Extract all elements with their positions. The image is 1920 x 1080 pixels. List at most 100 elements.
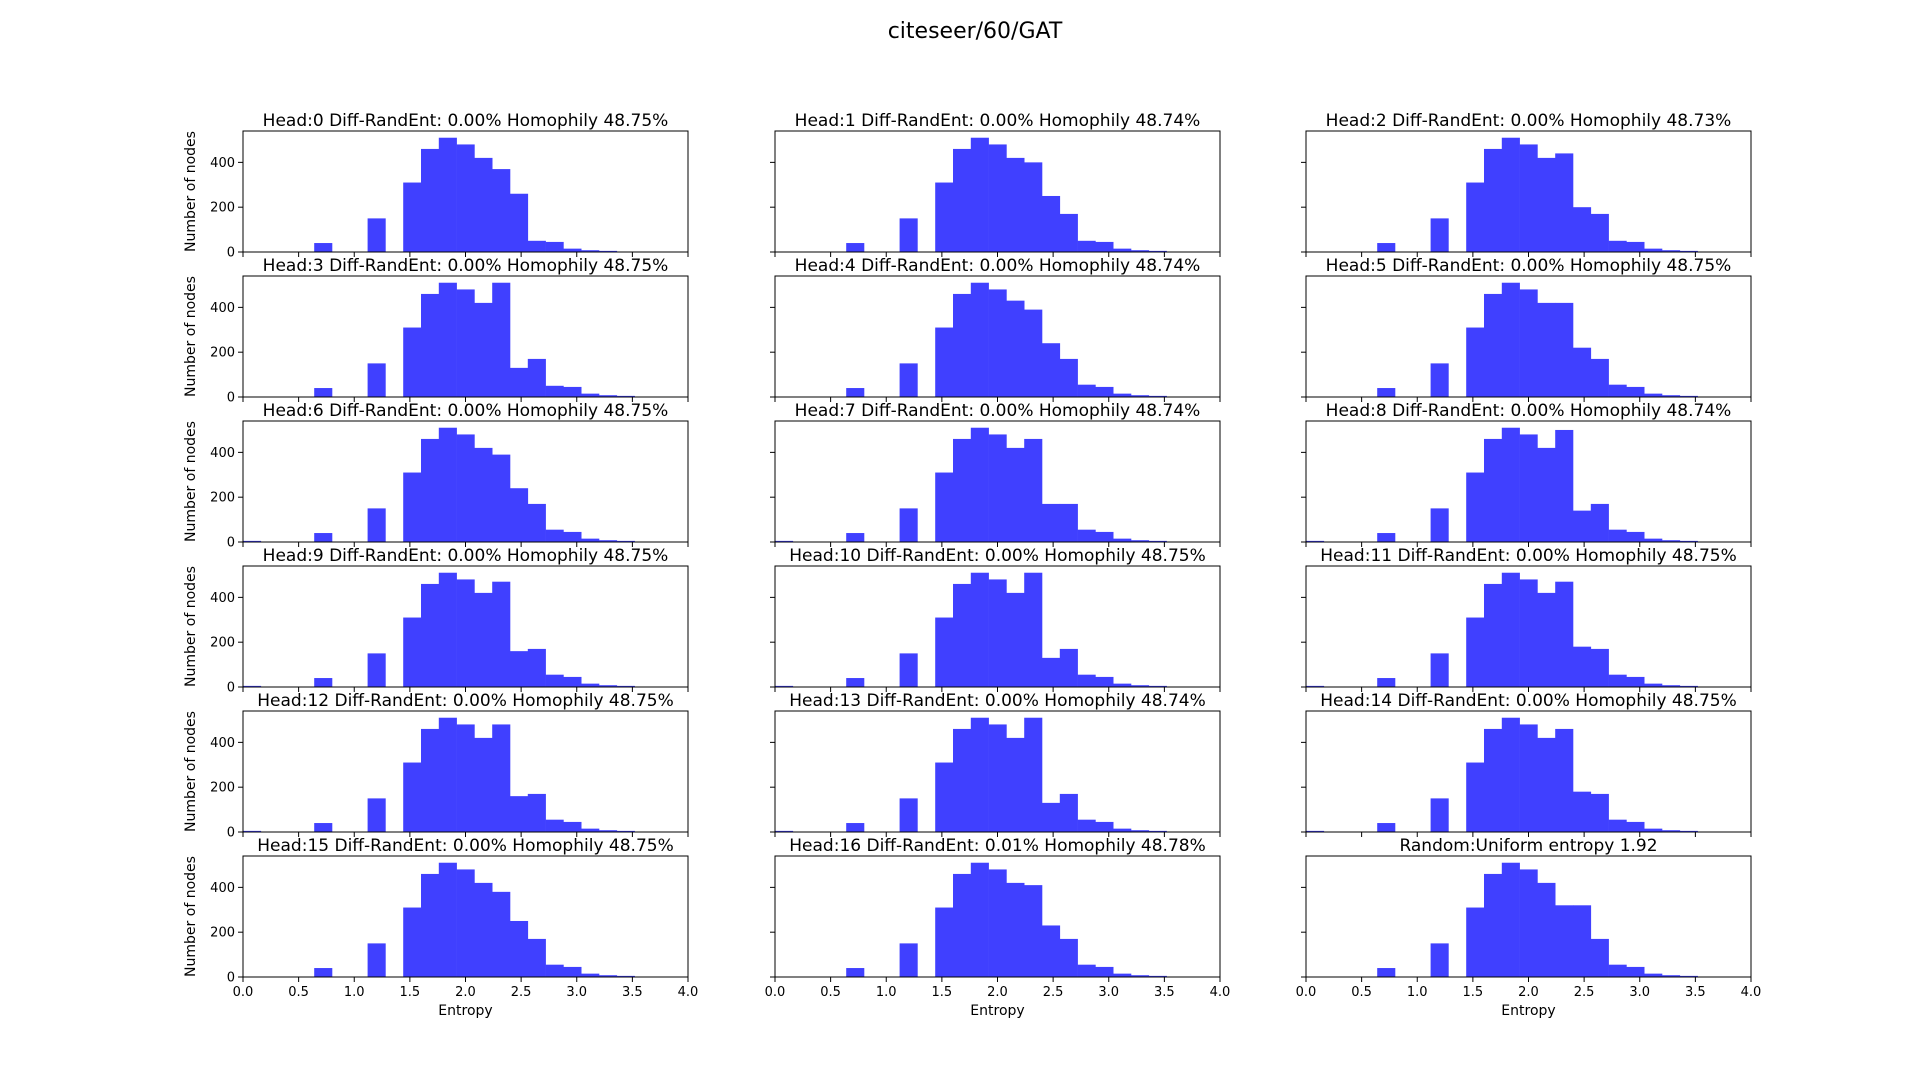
histogram-bar xyxy=(1644,828,1663,832)
histogram-bar xyxy=(492,282,511,397)
histogram-bar xyxy=(1519,869,1538,977)
histogram-bar xyxy=(599,250,618,252)
histogram-bar xyxy=(1537,882,1556,977)
histogram-bar xyxy=(1306,540,1325,542)
histogram-bar xyxy=(1430,798,1449,832)
histogram-bar xyxy=(1537,737,1556,832)
histogram-bar xyxy=(1024,572,1043,687)
histogram-bar xyxy=(846,678,865,687)
panel-title: Head:1 Diff-RandEnt: 0.00% Homophily 48.… xyxy=(795,111,1201,131)
histogram-bar xyxy=(953,873,972,977)
histogram-bar xyxy=(1608,819,1627,832)
histogram-bar xyxy=(474,882,493,977)
histogram-bar xyxy=(1113,828,1132,832)
figure-title: citeseer/60/GAT xyxy=(888,19,1063,44)
histogram-bar xyxy=(1573,510,1592,542)
histogram-bar xyxy=(953,293,972,397)
y-tick-label: 200 xyxy=(210,781,235,796)
x-axis-label: Entropy xyxy=(438,1003,492,1019)
y-tick-label: 400 xyxy=(210,156,235,171)
panel-title: Head:13 Diff-RandEnt: 0.00% Homophily 48… xyxy=(789,691,1205,711)
histogram-bar xyxy=(1306,685,1325,687)
histogram-bar xyxy=(474,157,493,252)
histogram-bar xyxy=(970,137,989,252)
histogram-panel: 0 200 400 Head:3 Diff-RandEnt: 0.00% Homoph… xyxy=(183,256,689,406)
histogram-bar xyxy=(367,218,386,252)
y-tick-label: 400 xyxy=(210,591,235,606)
histogram-bar xyxy=(1466,472,1485,542)
histogram-bar xyxy=(935,617,954,687)
histogram-bar xyxy=(1608,529,1627,542)
histogram-bar xyxy=(1644,538,1663,542)
histogram-bar xyxy=(988,869,1007,977)
histogram-bar xyxy=(1131,975,1150,977)
histogram-bar xyxy=(1059,213,1078,252)
y-tick-label: 200 xyxy=(210,491,235,506)
x-tick-label: 4.0 xyxy=(1210,985,1231,1000)
panel-title: Random:Uniform entropy 1.92 xyxy=(1399,836,1657,856)
histogram-bar xyxy=(1095,966,1114,977)
histogram-bar xyxy=(527,938,546,977)
histogram-bar xyxy=(1024,162,1043,252)
y-tick-label: 200 xyxy=(210,926,235,941)
histogram-bar xyxy=(456,434,475,542)
histogram-panel: 0.0 0.5 1.0 1.5 2.0 2.5 3.0 3.5 4.0 Head:16 Diff-… xyxy=(765,836,1231,1019)
panel-title: Head:11 Diff-RandEnt: 0.00% Homophily 48… xyxy=(1320,546,1736,566)
x-tick-label: 2.0 xyxy=(455,985,476,1000)
histogram-bar xyxy=(1555,581,1574,687)
histogram-bar xyxy=(1484,148,1503,252)
histogram-bar xyxy=(1501,717,1520,832)
histogram-bar xyxy=(616,830,635,832)
histogram-bar xyxy=(492,454,511,542)
histogram-bar xyxy=(1590,793,1609,832)
histogram-bar xyxy=(545,241,564,252)
histogram-bar xyxy=(1608,240,1627,252)
histogram-bar xyxy=(438,572,457,687)
histogram-bar xyxy=(1095,531,1114,542)
histogram-bar xyxy=(1113,248,1132,252)
histogram-bar xyxy=(581,393,600,397)
histogram-bar xyxy=(1095,676,1114,687)
y-tick-label: 0 xyxy=(227,826,235,841)
histogram-bar xyxy=(492,724,511,832)
x-tick-label: 1.5 xyxy=(1463,985,1484,1000)
histogram-bar xyxy=(545,964,564,977)
histogram-grid: 0 200 400 Head:0 Diff-RandEnt: 0.00% Homoph… xyxy=(183,111,1761,1019)
histogram-bar xyxy=(438,427,457,542)
histogram-panel: Head:1 Diff-RandEnt: 0.00% Homophily 48.… xyxy=(770,111,1221,257)
histogram-bar xyxy=(1430,218,1449,252)
histogram-bar xyxy=(1095,241,1114,252)
histogram-bar xyxy=(1077,674,1096,687)
histogram-panel: 0 200 400 Head:12 Diff-RandEnt: 0.00% Homop… xyxy=(183,691,689,841)
histogram-bar xyxy=(545,674,564,687)
histogram-bar xyxy=(1024,885,1043,977)
y-axis-label: Number of nodes xyxy=(183,131,199,252)
histogram-bar xyxy=(421,148,440,252)
histogram-bar xyxy=(899,508,918,542)
histogram-bar xyxy=(527,503,546,542)
histogram-bar xyxy=(775,540,794,542)
histogram-bar xyxy=(1131,830,1150,832)
histogram-bar xyxy=(1466,327,1485,397)
panel-title: Head:8 Diff-RandEnt: 0.00% Homophily 48.… xyxy=(1326,401,1732,421)
y-tick-label: 200 xyxy=(210,346,235,361)
histogram-bar xyxy=(1377,678,1396,687)
histogram-bar xyxy=(1377,243,1396,252)
histogram-bar xyxy=(970,717,989,832)
panel-title: Head:14 Diff-RandEnt: 0.00% Homophily 48… xyxy=(1320,691,1736,711)
histogram-bar xyxy=(988,434,1007,542)
histogram-bar xyxy=(1148,975,1167,977)
histogram-bar xyxy=(1501,282,1520,397)
histogram-bar xyxy=(1662,540,1681,542)
histogram-bar xyxy=(492,169,511,252)
panel-title: Head:3 Diff-RandEnt: 0.00% Homophily 48.… xyxy=(263,256,669,276)
x-tick-label: 2.5 xyxy=(511,985,532,1000)
histogram-bar xyxy=(953,728,972,832)
x-tick-label: 3.5 xyxy=(1685,985,1706,1000)
histogram-panel: 0 200 400 0.0 0.5 1.0 1.5 2.0 2.5 3.0 3.5 4.0 Head:1… xyxy=(183,836,698,1019)
histogram-bar xyxy=(421,873,440,977)
histogram-panel: Head:14 Diff-RandEnt: 0.00% Homophily 48… xyxy=(1301,691,1752,837)
y-axis-label: Number of nodes xyxy=(183,421,199,542)
histogram-bar xyxy=(1501,862,1520,977)
histogram-bar xyxy=(527,793,546,832)
